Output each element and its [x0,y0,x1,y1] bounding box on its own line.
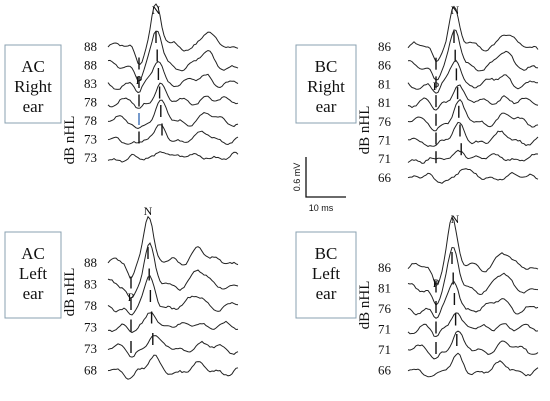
level-label: 73 [84,132,97,147]
waveform-trace [107,151,239,163]
panel-bc-left: BC Left ear dB nHL 86 81 76 71 71 66 N P [295,212,539,378]
panel-label-box [4,231,62,319]
peak-label-n: N [152,3,161,17]
level-label: 71 [378,133,391,148]
peak-label-n: N [144,204,153,218]
level-label: 73 [84,150,97,165]
level-labels: 88 88 83 78 78 73 73 [84,39,97,165]
level-label: 81 [378,76,391,91]
peak-label-p: P [433,79,440,93]
peak-label-n: N [451,3,460,17]
waveform-trace [107,275,239,316]
axis-unit-label: dB nHL [62,116,78,165]
panel-label-box [295,231,357,319]
level-label: 78 [84,95,97,110]
level-label: 86 [378,260,392,275]
level-label: 73 [84,320,97,335]
level-label: 71 [378,342,391,357]
panel-label-line: BC [315,57,338,76]
panel-label-line: ear [316,284,337,303]
level-labels: 88 83 78 73 73 68 [84,255,97,378]
waveform-trace [107,3,239,66]
panel-label-line: Right [307,77,345,96]
panel-label-line: BC [315,244,338,263]
panel-ac-left: AC Left ear dB nHL 88 83 78 73 73 68 N P [4,204,239,380]
level-label: 88 [84,39,97,54]
level-label: 68 [84,363,97,378]
level-label: 81 [378,95,391,110]
waveform-trace [407,84,539,111]
waveform-trace [407,98,539,132]
waveform-trace [107,124,239,146]
level-label: 83 [84,277,97,292]
scale-bar-amplitude: 0.6 mV [292,163,302,192]
waveform-trace [107,82,239,109]
peak-label-p: P [433,276,440,290]
axis-unit-label: dB nHL [357,281,373,330]
waveform-trace [407,5,539,63]
waveform-trace [107,99,239,130]
waveform-trace [407,29,539,81]
level-label: 71 [378,151,391,166]
level-label: 78 [84,113,97,128]
panel-bc-right: BC Right ear dB nHL 86 86 81 81 76 71 71 66 N P [295,3,539,185]
waveform-trace [107,242,239,299]
waveform-traces [107,215,239,380]
level-label: 66 [378,170,392,185]
level-label: 66 [378,363,392,378]
panel-label-line: Right [14,77,52,96]
level-labels: 86 81 76 71 71 66 [378,260,392,378]
level-label: 76 [378,114,392,129]
axis-unit-label: dB nHL [62,268,78,317]
level-label: 88 [84,255,97,270]
waveform-trace [407,246,539,306]
level-label: 78 [84,298,97,313]
panel-label-line: AC [21,244,45,263]
waveform-trace [407,121,539,147]
waveform-trace [407,149,539,164]
waveform-trace [407,280,539,319]
waveform-trace [407,312,539,338]
waveform-trace [107,30,239,82]
waveform-trace [407,330,539,360]
panel-label-line: ear [23,97,44,116]
panel-label-box [295,44,357,124]
waveform-trace [107,312,239,334]
waveform-trace [407,59,539,94]
level-label: 81 [378,281,391,296]
waveform-trace [407,168,539,184]
scale-bar-time: 10 ms [309,203,334,213]
axis-unit-label: dB nHL [357,106,373,155]
waveform-traces [407,215,539,378]
level-labels: 86 86 81 81 76 71 71 66 [378,39,392,185]
waveform-trace [407,352,539,378]
level-label: 83 [84,76,97,91]
scale-bar-lines [305,157,346,198]
scale-bar: 0.6 mV 10 ms [292,157,346,213]
panel-label-line: Left [312,264,341,283]
waveform-traces [407,5,539,184]
waveform-trace [107,335,239,358]
level-label: 71 [378,322,391,337]
panel-label-line: ear [316,97,337,116]
panel-label-line: ear [23,284,44,303]
level-label: 86 [378,39,392,54]
panel-label-box [4,44,62,124]
panel-label-line: Left [19,264,48,283]
panel-label-line: AC [21,57,45,76]
level-label: 86 [378,58,392,73]
level-label: 73 [84,341,97,356]
waveform-trace [107,354,239,380]
waveform-traces [107,3,239,163]
peak-label-n: N [451,212,460,226]
panel-ac-right: AC Right ear dB nHL 88 88 83 78 78 73 73 N P [4,3,239,165]
waveform-trace [407,215,539,287]
level-label: 88 [84,58,97,73]
level-label: 76 [378,301,392,316]
peak-label-p: P [136,73,143,87]
peak-label-p: P [128,290,135,304]
waveform-trace [107,61,239,94]
waveform-trace [107,215,239,279]
